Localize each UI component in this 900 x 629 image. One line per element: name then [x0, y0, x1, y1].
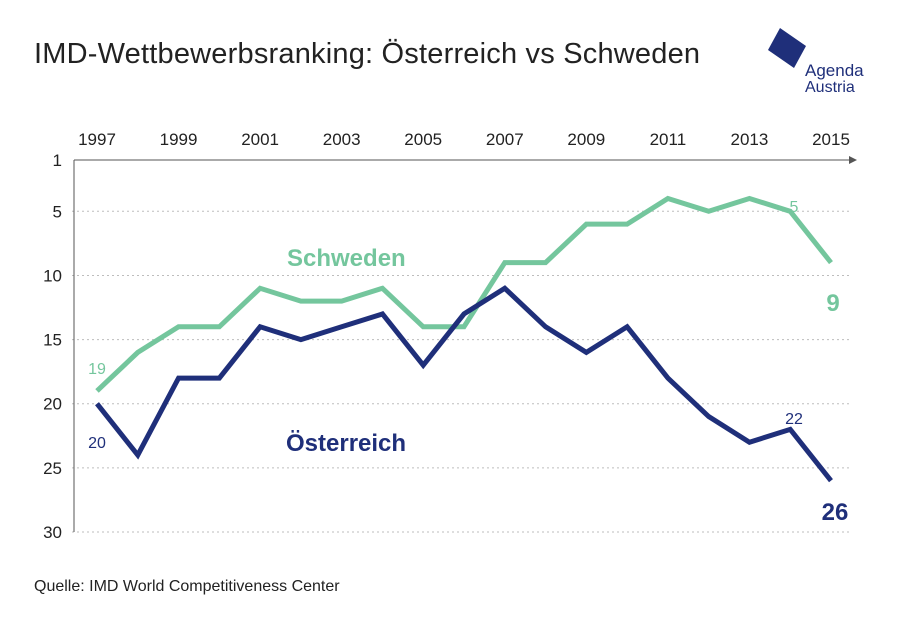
data-label: 19 [88, 361, 106, 378]
x-axis-arrow [849, 156, 857, 164]
series-line-0 [95, 195, 833, 393]
agenda-austria-logo [768, 28, 806, 68]
logo-line1: Agenda [805, 61, 864, 80]
data-label: 9 [826, 290, 839, 317]
y-tick-label: 1 [53, 151, 62, 170]
x-tick-label: 2015 [812, 130, 850, 149]
data-label: 5 [790, 199, 799, 216]
logo-line2: Austria [805, 79, 855, 96]
x-tick-label: 2003 [323, 130, 361, 149]
y-tick-label: 30 [43, 523, 62, 542]
series-label: Österreich [286, 430, 406, 457]
data-label: 26 [822, 499, 849, 526]
x-tick-label: 2011 [650, 130, 687, 149]
series-label: Schweden [287, 245, 406, 272]
data-label: 20 [88, 435, 106, 452]
x-tick-label: 2013 [731, 130, 769, 149]
x-tick-label: 2001 [241, 130, 279, 149]
x-tick-label: 1997 [78, 130, 116, 149]
source-note: Quelle: IMD World Competitiveness Center [34, 578, 340, 595]
y-tick-label: 5 [53, 202, 62, 221]
data-label: 22 [785, 411, 803, 428]
y-tick-label: 25 [43, 459, 62, 478]
series-line-1 [95, 285, 833, 483]
y-tick-label: 10 [43, 266, 62, 285]
x-tick-label: 2007 [486, 130, 524, 149]
y-tick-label: 20 [43, 395, 62, 414]
x-tick-label: 2009 [567, 130, 605, 149]
y-tick-label: 15 [43, 331, 62, 350]
chart-title: IMD-Wettbewerbsranking: Österreich vs Sc… [34, 38, 701, 70]
x-tick-label: 1999 [160, 130, 198, 149]
logo-mark [768, 28, 806, 68]
x-tick-label: 2005 [404, 130, 442, 149]
